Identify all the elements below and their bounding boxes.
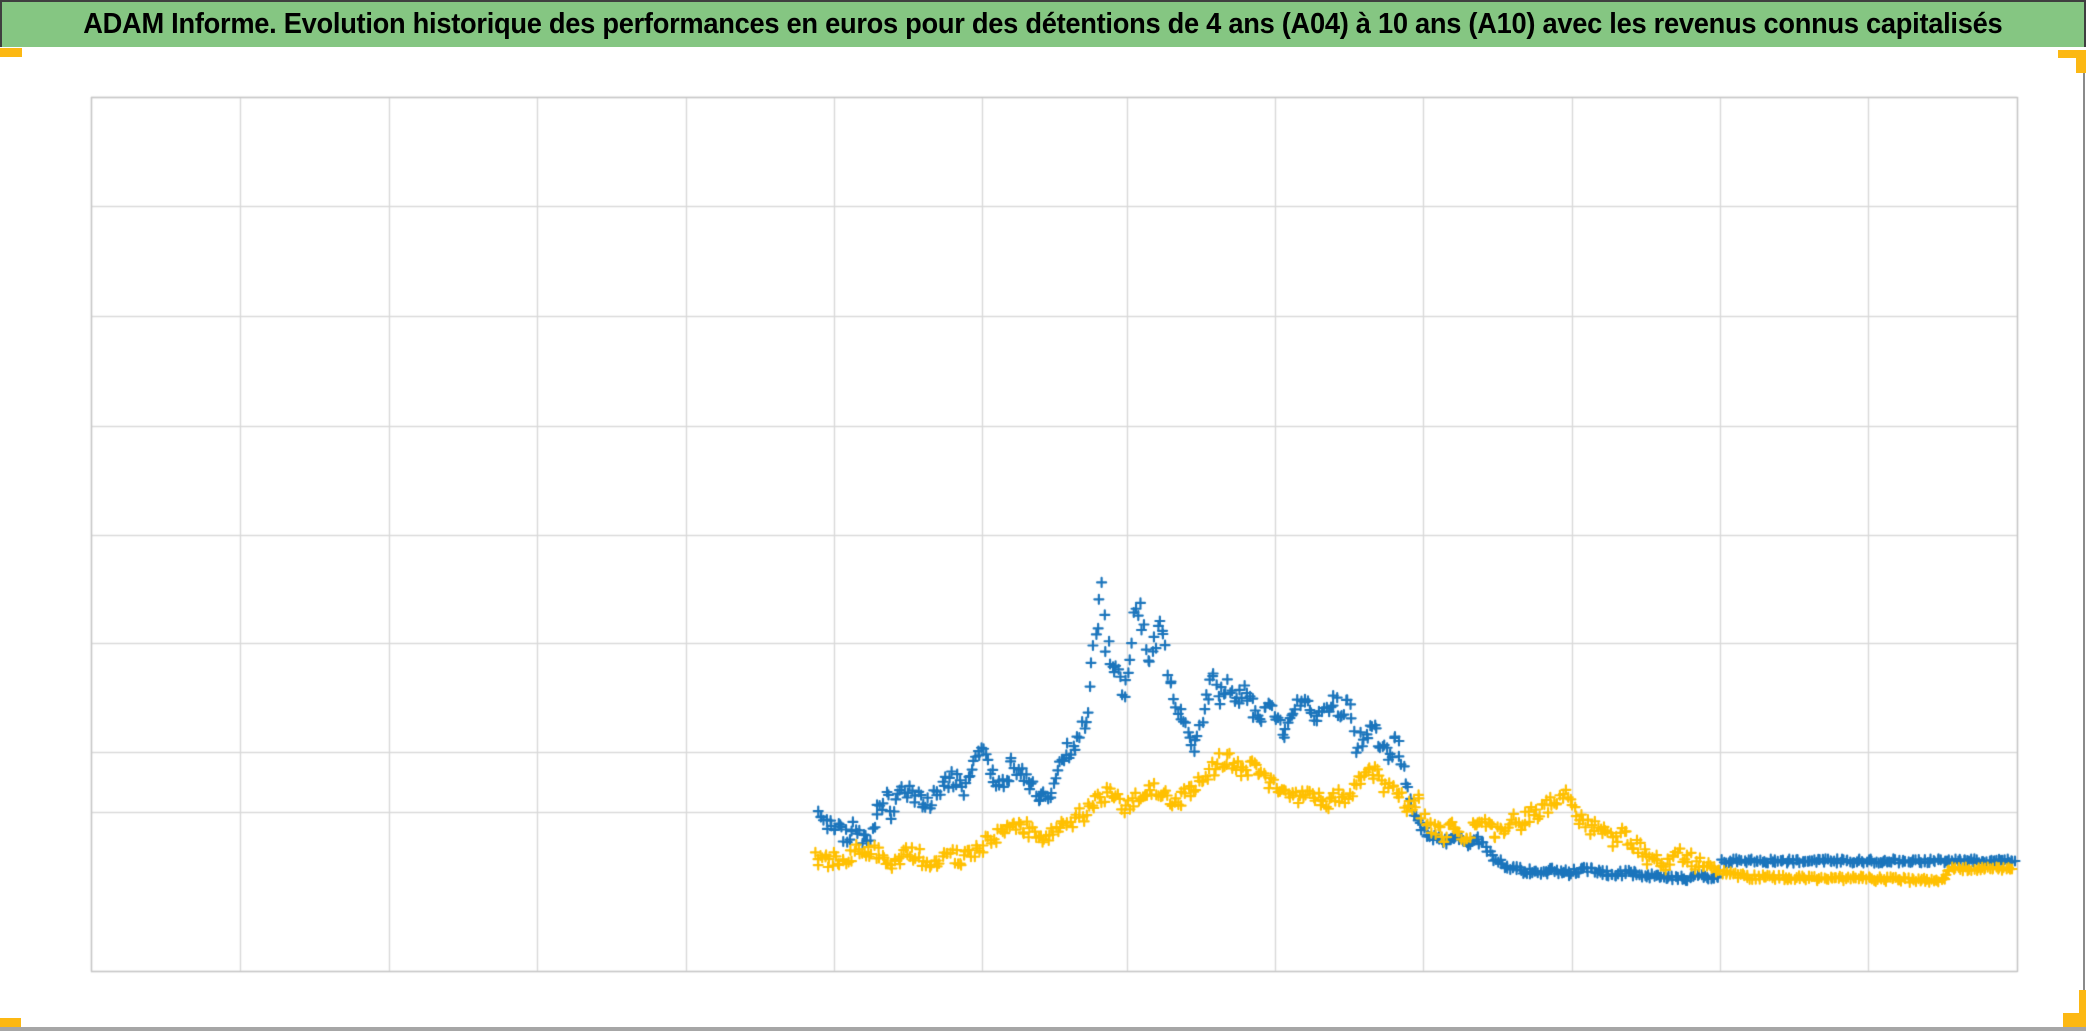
frame-accent-bottom-right-vertical [2079, 990, 2086, 1027]
title-bar: ADAM Informe. Evolution historique des p… [0, 0, 2086, 47]
page-title: ADAM Informe. Evolution historique des p… [83, 8, 2003, 40]
frame-accent-top-right-horizontal [2058, 50, 2086, 58]
frame-accent-bottom-right-horizontal [2063, 1013, 2086, 1027]
frame-accent-top-right-vertical [2076, 50, 2086, 73]
frame-accent-top-left [0, 48, 22, 57]
frame-accent-bottom-left [0, 1018, 21, 1028]
bottom-gray-strip [0, 1027, 2086, 1031]
right-edge-line [2083, 73, 2085, 990]
